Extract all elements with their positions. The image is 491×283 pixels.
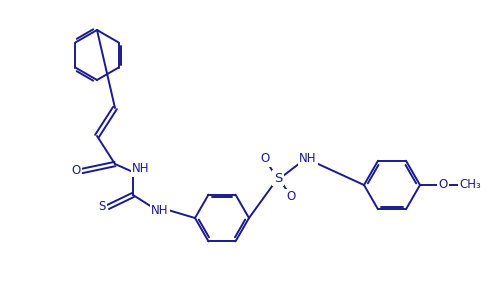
Text: O: O: [71, 164, 81, 177]
Text: O: O: [438, 179, 448, 192]
Text: S: S: [98, 200, 106, 213]
Text: S: S: [274, 171, 282, 185]
Text: NH: NH: [151, 203, 169, 216]
Text: NH: NH: [132, 162, 150, 175]
Text: CH₃: CH₃: [459, 179, 481, 192]
Text: NH: NH: [299, 151, 317, 164]
Text: O: O: [286, 190, 296, 203]
Text: O: O: [260, 153, 270, 166]
